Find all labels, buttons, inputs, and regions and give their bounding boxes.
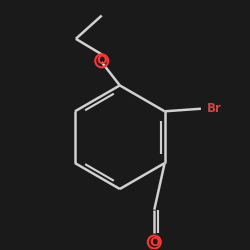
Text: Br: Br xyxy=(207,102,222,115)
Text: O: O xyxy=(149,236,160,248)
Text: O: O xyxy=(96,54,107,67)
